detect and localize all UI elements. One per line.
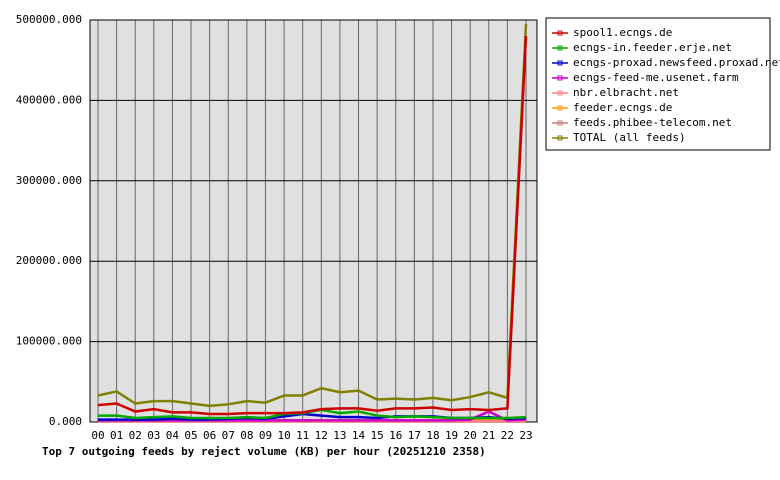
x-tick-label: 00: [91, 429, 104, 442]
x-tick-label: 01: [110, 429, 123, 442]
x-tick-label: 21: [482, 429, 495, 442]
y-tick-label: 100000.000: [16, 335, 82, 348]
legend-label: ecngs-proxad.newsfeed.proxad.net: [573, 56, 780, 69]
x-tick-label: 05: [184, 429, 197, 442]
x-tick-label: 03: [147, 429, 160, 442]
x-tick-label: 20: [464, 429, 477, 442]
legend-marker: [557, 105, 563, 111]
legend-label: ecngs-feed-me.usenet.farm: [573, 71, 739, 84]
x-tick-label: 08: [240, 429, 253, 442]
x-tick-label: 10: [277, 429, 290, 442]
x-tick-label: 04: [166, 429, 180, 442]
legend-label: feeder.ecngs.de: [573, 101, 672, 114]
legend-marker: [557, 90, 563, 96]
x-tick-label: 17: [408, 429, 421, 442]
chart-title: Top 7 outgoing feeds by reject volume (K…: [42, 445, 486, 458]
legend-label: spool1.ecngs.de: [573, 26, 672, 39]
x-tick-label: 02: [129, 429, 142, 442]
legend-label: nbr.elbracht.net: [573, 86, 679, 99]
y-tick-label: 300000.000: [16, 174, 82, 187]
series-line: [97, 23, 528, 408]
x-tick-label: 19: [445, 429, 458, 442]
y-tick-label: 200000.000: [16, 254, 82, 267]
x-tick-label: 12: [315, 429, 328, 442]
x-tick-label: 09: [259, 429, 272, 442]
x-tick-label: 06: [203, 429, 216, 442]
x-tick-label: 14: [352, 429, 366, 442]
legend-marker: [557, 135, 563, 141]
legend-box: [545, 17, 771, 151]
x-tick-label: 23: [519, 429, 532, 442]
y-tick-label: 400000.000: [16, 93, 82, 106]
y-tick-label: 0.000: [49, 415, 82, 428]
series-line: [97, 36, 528, 416]
y-tick-label: 500000.000: [16, 13, 82, 26]
x-tick-label: 18: [426, 429, 439, 442]
x-tick-label: 07: [222, 429, 235, 442]
x-tick-label: 13: [333, 429, 346, 442]
series-line: [98, 410, 527, 422]
legend-marker: [557, 45, 563, 51]
x-tick-label: 22: [501, 429, 514, 442]
legend-marker: [557, 30, 563, 36]
x-tick-label: 11: [296, 429, 309, 442]
legend-label: feeds.phibee-telecom.net: [573, 116, 732, 129]
x-tick-label: 15: [371, 429, 384, 442]
legend-label: TOTAL (all feeds): [573, 131, 686, 144]
legend-marker: [557, 120, 563, 126]
x-tick-label: 16: [389, 429, 402, 442]
legend-marker: [557, 60, 563, 66]
plot-area: [90, 20, 537, 422]
legend-marker: [557, 75, 563, 81]
legend-label: ecngs-in.feeder.erje.net: [573, 41, 732, 54]
